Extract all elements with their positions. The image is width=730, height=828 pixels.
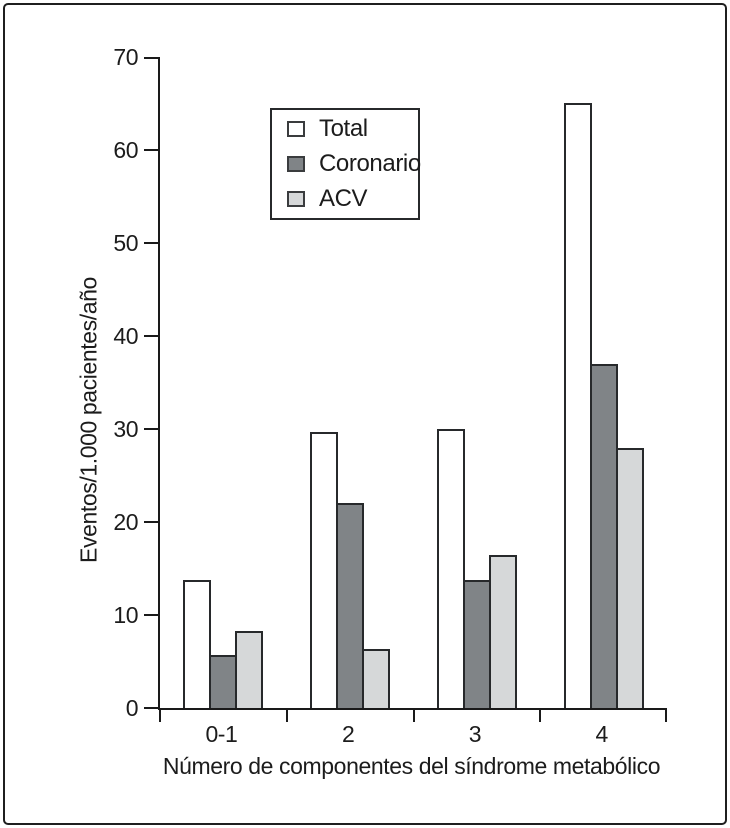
y-tick-label: 60	[113, 137, 138, 163]
y-tick	[144, 521, 158, 523]
y-tick	[144, 149, 158, 151]
bar-coronario-0-1	[209, 655, 238, 708]
legend-label-acv: ACV	[319, 185, 368, 212]
y-tick	[144, 707, 158, 709]
y-tick	[144, 242, 158, 244]
bar-group-0-1	[160, 57, 287, 708]
x-axis-tick-labels: 0-1 2 3 4	[158, 721, 665, 751]
bar-total-2	[310, 432, 339, 708]
y-tick	[144, 428, 158, 430]
y-tick-label: 10	[113, 602, 138, 628]
bar-total-3	[436, 429, 465, 708]
legend-item-acv: ACV	[287, 187, 418, 211]
bar-coronario-3	[462, 580, 491, 708]
y-tick-label: 30	[113, 416, 138, 442]
legend-item-total: Total	[287, 117, 418, 141]
y-tick	[144, 335, 158, 337]
bar-total-4	[563, 103, 592, 708]
bar-total-0-1	[183, 580, 212, 708]
bar-acv-4	[615, 448, 644, 708]
y-tick	[144, 614, 158, 616]
x-tick	[286, 710, 288, 722]
legend-item-coronario: Coronario	[287, 150, 421, 177]
bar-group-4	[540, 57, 667, 708]
legend: Total Coronario ACV	[270, 108, 421, 220]
legend-label-total: Total	[319, 115, 368, 142]
x-tick-label: 2	[341, 721, 355, 747]
bar-group-3	[414, 57, 541, 708]
bar-coronario-2	[336, 503, 365, 708]
legend-swatch-total	[287, 121, 305, 137]
legend-swatch-coronario	[287, 156, 305, 172]
bar-acv-0-1	[235, 631, 264, 708]
plot-area: 0 10 20 30 40 50 60 70	[113, 46, 667, 722]
bar-acv-3	[488, 555, 517, 708]
bar-group-2	[287, 57, 414, 708]
y-tick-label: 40	[113, 323, 138, 349]
y-tick-label: 20	[113, 509, 138, 535]
bar-acv-2	[362, 649, 391, 708]
x-tick	[159, 710, 161, 722]
x-tick-label: 4	[595, 721, 608, 747]
x-tick	[539, 710, 541, 722]
x-axis-title: Número de componentes del síndrome metab…	[162, 753, 661, 779]
x-tick	[413, 710, 415, 722]
legend-label-coronario: Coronario	[319, 150, 421, 177]
y-tick-label: 0	[125, 695, 139, 721]
legend-swatch-acv	[287, 191, 305, 207]
bar-coronario-4	[589, 364, 618, 708]
y-tick	[144, 57, 158, 59]
y-tick-label: 50	[113, 230, 138, 256]
x-tick-label: 3	[468, 721, 482, 747]
x-tick	[665, 710, 667, 722]
y-tick-label: 70	[113, 44, 138, 70]
x-tick-label: 0-1	[205, 721, 238, 747]
